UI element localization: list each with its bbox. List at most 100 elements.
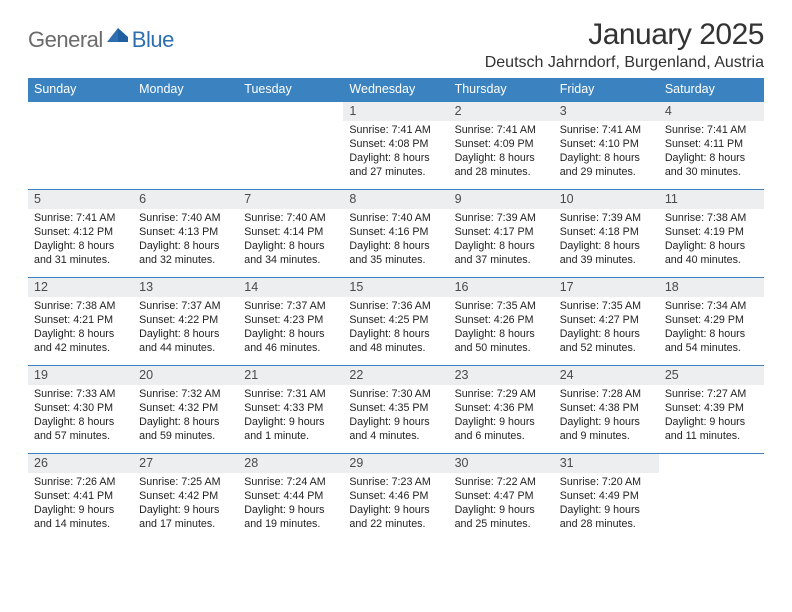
day-detail-line: Daylight: 8 hours [455, 327, 548, 341]
day-detail-line: Sunset: 4:27 PM [560, 313, 653, 327]
day-detail-line: Sunset: 4:26 PM [455, 313, 548, 327]
day-detail: Sunrise: 7:38 AMSunset: 4:21 PMDaylight:… [28, 297, 133, 360]
day-cell: 1Sunrise: 7:41 AMSunset: 4:08 PMDaylight… [343, 102, 448, 190]
day-cell: 18Sunrise: 7:34 AMSunset: 4:29 PMDayligh… [659, 278, 764, 366]
day-number: 4 [659, 102, 764, 121]
day-detail-line: and 27 minutes. [349, 165, 442, 179]
day-detail-line: Daylight: 8 hours [34, 415, 127, 429]
day-detail: Sunrise: 7:28 AMSunset: 4:38 PMDaylight:… [554, 385, 659, 448]
day-detail-line: Sunset: 4:47 PM [455, 489, 548, 503]
day-cell: 4Sunrise: 7:41 AMSunset: 4:11 PMDaylight… [659, 102, 764, 190]
logo-word-2: Blue [132, 27, 174, 53]
day-detail-line: Sunset: 4:19 PM [665, 225, 758, 239]
day-cell: 3Sunrise: 7:41 AMSunset: 4:10 PMDaylight… [554, 102, 659, 190]
day-detail-line: and 32 minutes. [139, 253, 232, 267]
week-row: 5Sunrise: 7:41 AMSunset: 4:12 PMDaylight… [28, 190, 764, 278]
day-detail-line: Sunrise: 7:27 AM [665, 387, 758, 401]
day-cell [133, 102, 238, 190]
day-cell: 25Sunrise: 7:27 AMSunset: 4:39 PMDayligh… [659, 366, 764, 454]
day-detail-line: and 28 minutes. [560, 517, 653, 531]
day-cell [28, 102, 133, 190]
day-detail: Sunrise: 7:27 AMSunset: 4:39 PMDaylight:… [659, 385, 764, 448]
day-detail-line: Sunrise: 7:32 AM [139, 387, 232, 401]
day-detail-line: Sunset: 4:10 PM [560, 137, 653, 151]
day-detail [28, 107, 133, 113]
day-number: 1 [343, 102, 448, 121]
week-row: 1Sunrise: 7:41 AMSunset: 4:08 PMDaylight… [28, 102, 764, 190]
day-number: 2 [449, 102, 554, 121]
day-number: 20 [133, 366, 238, 385]
day-detail-line: Sunrise: 7:41 AM [455, 123, 548, 137]
day-detail-line: Sunset: 4:21 PM [34, 313, 127, 327]
day-detail-line: and 6 minutes. [455, 429, 548, 443]
day-detail-line: Daylight: 9 hours [455, 503, 548, 517]
location-text: Deutsch Jahrndorf, Burgenland, Austria [485, 54, 764, 72]
day-detail-line: Sunrise: 7:41 AM [34, 211, 127, 225]
logo-word-1: General [28, 27, 103, 53]
day-detail-line: Sunrise: 7:33 AM [34, 387, 127, 401]
day-detail: Sunrise: 7:38 AMSunset: 4:19 PMDaylight:… [659, 209, 764, 272]
calendar-table: Sunday Monday Tuesday Wednesday Thursday… [28, 78, 764, 542]
day-detail-line: and 54 minutes. [665, 341, 758, 355]
day-cell: 2Sunrise: 7:41 AMSunset: 4:09 PMDaylight… [449, 102, 554, 190]
day-of-week-row: Sunday Monday Tuesday Wednesday Thursday… [28, 78, 764, 102]
day-cell: 19Sunrise: 7:33 AMSunset: 4:30 PMDayligh… [28, 366, 133, 454]
day-detail-line: Sunset: 4:09 PM [455, 137, 548, 151]
day-detail-line: and 40 minutes. [665, 253, 758, 267]
day-detail-line: Daylight: 8 hours [349, 239, 442, 253]
day-number: 11 [659, 190, 764, 209]
day-number: 6 [133, 190, 238, 209]
day-detail: Sunrise: 7:41 AMSunset: 4:09 PMDaylight:… [449, 121, 554, 184]
day-detail-line: Sunset: 4:22 PM [139, 313, 232, 327]
dow-sunday: Sunday [28, 78, 133, 102]
day-detail-line: and 14 minutes. [34, 517, 127, 531]
page-header: General Blue January 2025 Deutsch Jahrnd… [28, 18, 764, 72]
day-detail-line: Daylight: 8 hours [349, 151, 442, 165]
logo: General Blue [28, 26, 174, 53]
logo-mark-icon [107, 26, 129, 47]
day-detail-line: and 30 minutes. [665, 165, 758, 179]
dow-thursday: Thursday [449, 78, 554, 102]
day-detail-line: Sunrise: 7:26 AM [34, 475, 127, 489]
day-detail-line: Daylight: 8 hours [244, 327, 337, 341]
day-detail: Sunrise: 7:40 AMSunset: 4:14 PMDaylight:… [238, 209, 343, 272]
day-detail: Sunrise: 7:34 AMSunset: 4:29 PMDaylight:… [659, 297, 764, 360]
day-detail-line: Sunset: 4:12 PM [34, 225, 127, 239]
day-number: 23 [449, 366, 554, 385]
dow-monday: Monday [133, 78, 238, 102]
day-detail-line: Sunrise: 7:29 AM [455, 387, 548, 401]
day-detail-line: Sunset: 4:49 PM [560, 489, 653, 503]
day-number: 13 [133, 278, 238, 297]
day-detail-line: Sunset: 4:46 PM [349, 489, 442, 503]
day-detail-line: Daylight: 9 hours [560, 415, 653, 429]
day-detail: Sunrise: 7:33 AMSunset: 4:30 PMDaylight:… [28, 385, 133, 448]
day-cell: 7Sunrise: 7:40 AMSunset: 4:14 PMDaylight… [238, 190, 343, 278]
day-detail [659, 459, 764, 465]
day-detail-line: and 48 minutes. [349, 341, 442, 355]
day-number: 8 [343, 190, 448, 209]
calendar-page: General Blue January 2025 Deutsch Jahrnd… [0, 0, 792, 542]
day-detail-line: Sunrise: 7:41 AM [349, 123, 442, 137]
day-detail-line: Sunset: 4:39 PM [665, 401, 758, 415]
day-detail-line: Sunset: 4:16 PM [349, 225, 442, 239]
day-detail-line: Daylight: 8 hours [560, 327, 653, 341]
day-cell: 30Sunrise: 7:22 AMSunset: 4:47 PMDayligh… [449, 454, 554, 542]
day-detail: Sunrise: 7:31 AMSunset: 4:33 PMDaylight:… [238, 385, 343, 448]
day-detail: Sunrise: 7:22 AMSunset: 4:47 PMDaylight:… [449, 473, 554, 536]
week-row: 26Sunrise: 7:26 AMSunset: 4:41 PMDayligh… [28, 454, 764, 542]
day-number: 9 [449, 190, 554, 209]
day-detail-line: Daylight: 8 hours [139, 327, 232, 341]
day-detail-line: Sunrise: 7:24 AM [244, 475, 337, 489]
day-detail-line: and 22 minutes. [349, 517, 442, 531]
calendar-body: 1Sunrise: 7:41 AMSunset: 4:08 PMDaylight… [28, 102, 764, 542]
day-detail: Sunrise: 7:23 AMSunset: 4:46 PMDaylight:… [343, 473, 448, 536]
week-row: 19Sunrise: 7:33 AMSunset: 4:30 PMDayligh… [28, 366, 764, 454]
day-cell [659, 454, 764, 542]
day-detail: Sunrise: 7:41 AMSunset: 4:12 PMDaylight:… [28, 209, 133, 272]
day-detail-line: and 50 minutes. [455, 341, 548, 355]
day-number: 12 [28, 278, 133, 297]
day-number: 14 [238, 278, 343, 297]
day-cell: 29Sunrise: 7:23 AMSunset: 4:46 PMDayligh… [343, 454, 448, 542]
day-cell: 14Sunrise: 7:37 AMSunset: 4:23 PMDayligh… [238, 278, 343, 366]
day-detail-line: Sunset: 4:14 PM [244, 225, 337, 239]
